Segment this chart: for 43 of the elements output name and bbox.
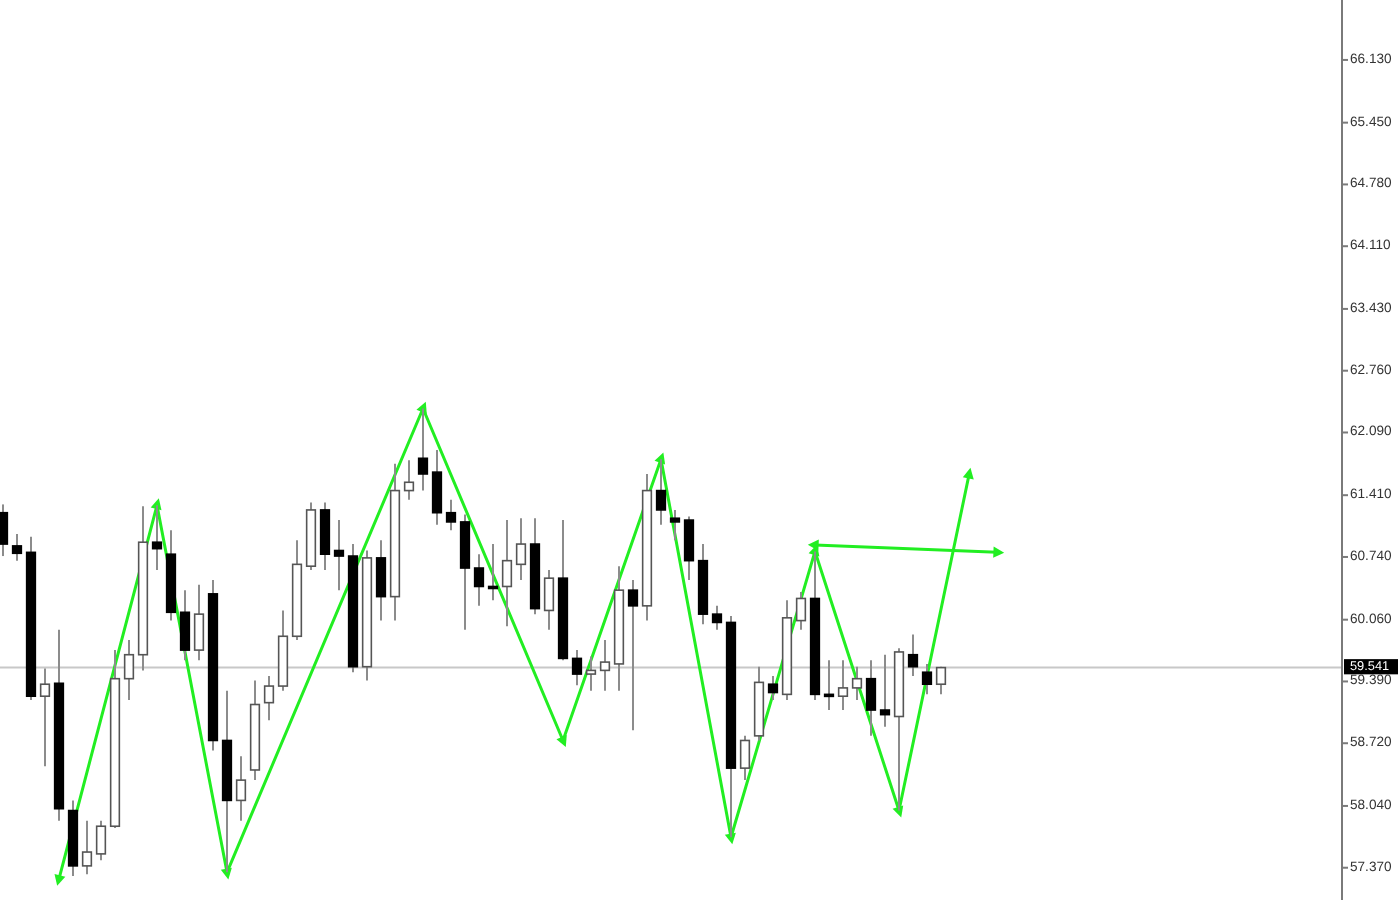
point: [724, 832, 736, 845]
candlestick: [515, 517, 527, 582]
candlestick: [473, 553, 485, 607]
candlestick: [375, 539, 387, 622]
candlestick: [865, 659, 877, 737]
candlestick: [851, 665, 863, 701]
point: [220, 867, 232, 880]
candlestick: [81, 819, 93, 876]
candlestick: [739, 734, 751, 782]
candlestick: [837, 659, 849, 712]
candlestick: [123, 638, 135, 701]
candlestick: [795, 591, 807, 631]
candlestick: [431, 449, 443, 526]
candlestick: [235, 755, 247, 822]
candlestick: [683, 515, 695, 582]
candlestick: [333, 519, 345, 592]
candlestick: [669, 508, 681, 542]
candlestick: [879, 653, 891, 728]
candlestick: [599, 638, 611, 692]
candlestick: [627, 579, 639, 732]
candlestick: [543, 568, 555, 631]
candlestick: [39, 667, 51, 768]
candlestick: [711, 604, 723, 631]
candlestick: [921, 662, 933, 696]
candlestick: [445, 498, 457, 532]
point: [962, 467, 974, 480]
candlestick: [0, 503, 9, 558]
point: [54, 873, 66, 886]
point: [556, 734, 567, 748]
candlestick: [935, 665, 947, 696]
candlestick: [263, 674, 275, 722]
candlestick: [907, 633, 919, 677]
candlestick: [319, 501, 331, 571]
candlestick: [403, 459, 415, 501]
candlestick: [459, 513, 471, 631]
candlestick: [501, 519, 513, 628]
candlestick: [585, 655, 597, 692]
candlestick: [571, 649, 583, 687]
candlestick: [179, 589, 191, 662]
candlestick: [95, 819, 107, 862]
candlestick: [11, 532, 23, 562]
candlestick: [193, 583, 205, 662]
candlestick: [767, 674, 779, 701]
